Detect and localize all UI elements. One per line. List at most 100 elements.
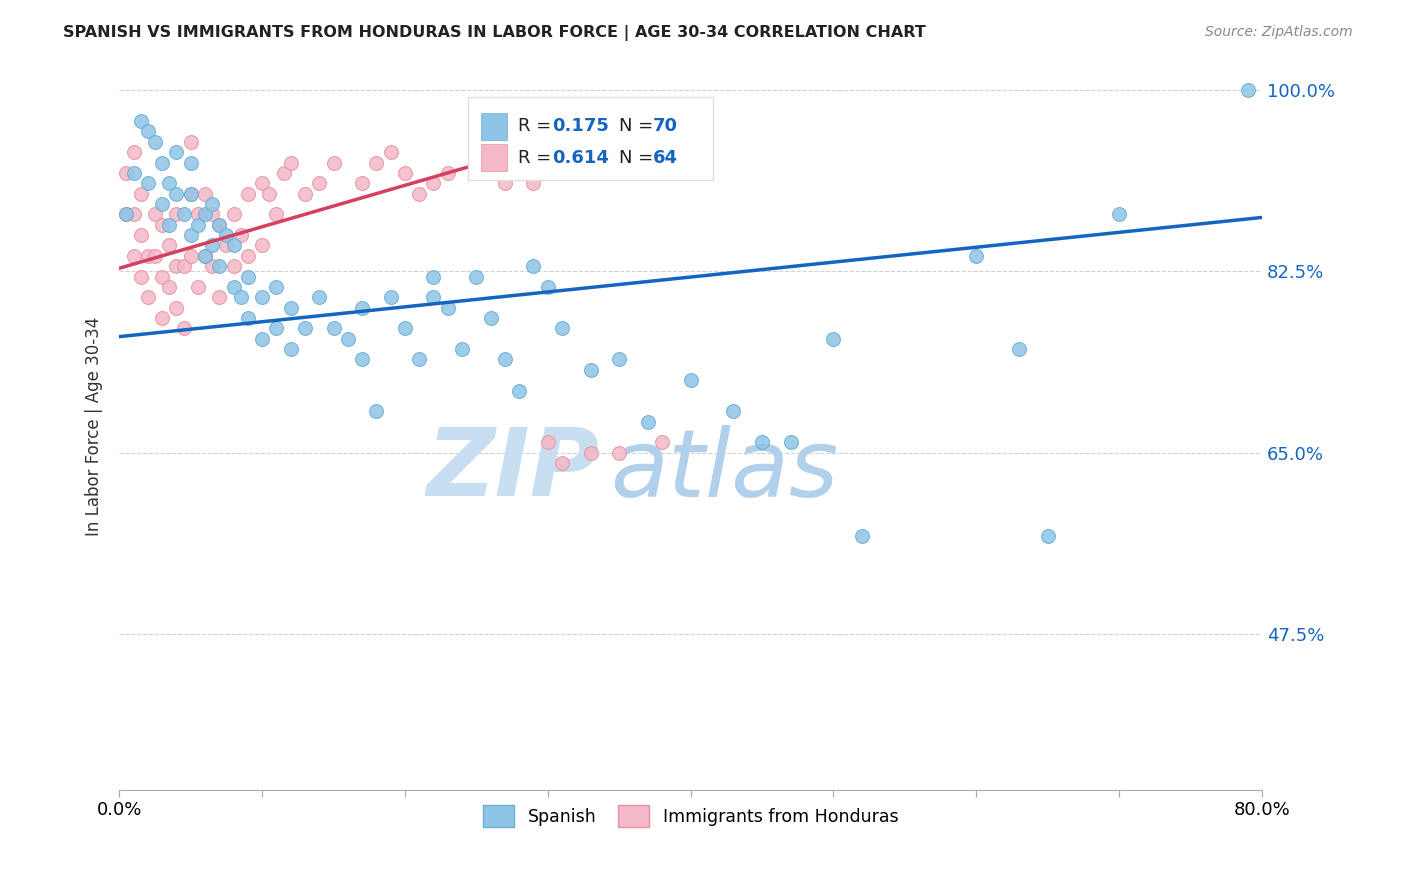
Point xyxy=(180,135,202,149)
Point xyxy=(150,218,173,232)
Point xyxy=(308,290,330,304)
Point xyxy=(222,259,245,273)
Point xyxy=(250,238,273,252)
Point xyxy=(194,249,217,263)
Point xyxy=(494,176,516,190)
Point xyxy=(165,207,187,221)
Text: Source: ZipAtlas.com: Source: ZipAtlas.com xyxy=(1205,25,1353,39)
Point xyxy=(579,363,602,377)
Point xyxy=(294,186,316,201)
Point xyxy=(143,135,166,149)
Point xyxy=(215,238,238,252)
Point xyxy=(194,207,217,221)
Point xyxy=(465,269,488,284)
Point xyxy=(280,342,302,356)
Point xyxy=(394,321,416,335)
Point xyxy=(194,186,217,201)
Point xyxy=(266,321,288,335)
Point xyxy=(637,415,659,429)
Point xyxy=(157,176,180,190)
Point xyxy=(522,259,544,273)
Point xyxy=(201,259,224,273)
Point xyxy=(408,186,430,201)
Point xyxy=(508,166,530,180)
Point xyxy=(508,384,530,398)
Point xyxy=(122,145,145,160)
Point xyxy=(173,321,195,335)
Point xyxy=(215,228,238,243)
Point xyxy=(422,176,444,190)
Point xyxy=(479,310,502,325)
FancyBboxPatch shape xyxy=(468,96,713,180)
Point xyxy=(136,290,159,304)
Point xyxy=(236,186,259,201)
Point xyxy=(965,249,987,263)
Point xyxy=(851,528,873,542)
Point xyxy=(779,435,801,450)
Text: N =: N = xyxy=(619,149,658,167)
Point xyxy=(208,218,231,232)
Point xyxy=(1236,83,1258,97)
Point xyxy=(150,269,173,284)
Point xyxy=(129,114,152,128)
Text: atlas: atlas xyxy=(610,425,839,516)
Text: 64: 64 xyxy=(652,149,678,167)
Point xyxy=(194,249,217,263)
Point xyxy=(173,207,195,221)
Text: ZIP: ZIP xyxy=(426,425,599,516)
Point xyxy=(208,259,231,273)
Point xyxy=(723,404,745,418)
FancyBboxPatch shape xyxy=(481,112,506,140)
Point xyxy=(352,176,374,190)
Point xyxy=(751,435,773,450)
Point xyxy=(551,456,574,470)
Point xyxy=(322,321,344,335)
Point xyxy=(115,166,138,180)
Point xyxy=(229,290,252,304)
Point xyxy=(336,332,359,346)
Point xyxy=(607,446,630,460)
Point xyxy=(522,176,544,190)
Point xyxy=(187,280,209,294)
Point xyxy=(408,352,430,367)
Point xyxy=(165,301,187,315)
Point xyxy=(136,124,159,138)
Point xyxy=(494,352,516,367)
Point xyxy=(157,218,180,232)
Point xyxy=(465,155,488,169)
Point xyxy=(115,207,138,221)
Point xyxy=(322,155,344,169)
Point xyxy=(257,186,280,201)
Point xyxy=(208,218,231,232)
Point xyxy=(222,207,245,221)
Text: N =: N = xyxy=(619,118,658,136)
Point xyxy=(352,301,374,315)
Point xyxy=(136,249,159,263)
Point xyxy=(436,301,458,315)
Text: 0.175: 0.175 xyxy=(553,118,609,136)
Point xyxy=(236,310,259,325)
Point xyxy=(1108,207,1130,221)
Point xyxy=(143,207,166,221)
Text: 70: 70 xyxy=(652,118,678,136)
Point xyxy=(165,259,187,273)
Point xyxy=(422,269,444,284)
Point xyxy=(1036,528,1059,542)
Point xyxy=(236,269,259,284)
Point xyxy=(380,145,402,160)
Point xyxy=(122,207,145,221)
Point xyxy=(280,301,302,315)
Point xyxy=(201,238,224,252)
Text: 0.614: 0.614 xyxy=(553,149,609,167)
Point xyxy=(201,207,224,221)
Y-axis label: In Labor Force | Age 30-34: In Labor Force | Age 30-34 xyxy=(86,318,103,536)
Point xyxy=(150,155,173,169)
Point xyxy=(143,249,166,263)
Point xyxy=(222,238,245,252)
Point xyxy=(579,446,602,460)
Point xyxy=(266,280,288,294)
Point xyxy=(180,186,202,201)
Point xyxy=(208,290,231,304)
Point xyxy=(422,290,444,304)
Point xyxy=(236,249,259,263)
